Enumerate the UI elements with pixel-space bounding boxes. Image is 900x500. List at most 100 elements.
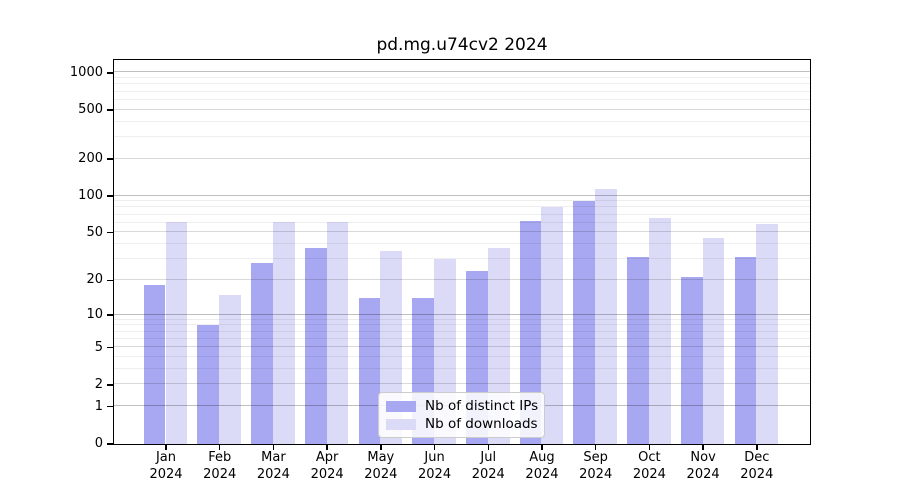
y-tick-mark (107, 72, 113, 74)
x-tick-mark (380, 445, 382, 450)
x-tick-mark (702, 445, 704, 450)
legend-item-distinct-ips: Nb of distinct IPs (386, 398, 544, 414)
x-tick-year: 2024 (203, 466, 237, 482)
y-axis-tick-label: 10 (86, 307, 103, 323)
legend-label-distinct-ips: Nb of distinct IPs (425, 398, 539, 414)
y-tick-mark (107, 158, 113, 160)
y-axis-tick-label: 5 (94, 339, 103, 355)
y-tick-mark (107, 443, 113, 445)
bar-distinct-ips (358, 298, 381, 444)
y-axis-tick-label: 200 (78, 151, 103, 167)
y-axis-tick-label: 1000 (69, 64, 103, 80)
x-axis-tick-label: Oct 2024 (614, 450, 684, 483)
gridline (113, 313, 810, 315)
bar-distinct-ips (251, 262, 273, 444)
gridline (113, 368, 810, 370)
x-tick-month: Jan (155, 450, 177, 465)
gridline (113, 83, 810, 85)
y-axis-tick-label: 1 (94, 398, 103, 414)
y-tick-mark (107, 314, 113, 316)
x-tick-mark (594, 445, 597, 450)
gridline (113, 90, 810, 92)
gridline (113, 71, 810, 73)
gridline (113, 318, 810, 320)
bar-downloads (219, 294, 241, 444)
x-axis-tick-label: Nov 2024 (668, 450, 738, 483)
x-tick-month: Sep (583, 450, 608, 465)
bar-downloads (595, 189, 617, 444)
x-tick-year: 2024 (740, 466, 774, 482)
y-tick-mark (107, 109, 113, 111)
bar-distinct-ips (734, 257, 757, 444)
gridline (113, 324, 810, 326)
x-tick-month: Jul (480, 450, 497, 465)
y-tick-mark (107, 384, 113, 386)
gridline (113, 356, 810, 358)
x-axis-tick-label: May 2024 (346, 450, 416, 483)
x-tick-year: 2024 (632, 466, 666, 482)
x-axis-tick-label: Feb 2024 (185, 450, 255, 483)
gridline (113, 346, 810, 348)
x-tick-year: 2024 (579, 466, 613, 482)
x-tick-month: May (367, 450, 395, 465)
x-axis-tick-label: Dec 2024 (722, 450, 792, 483)
x-tick-month: Oct (638, 450, 661, 465)
x-tick-year: 2024 (686, 466, 720, 482)
x-tick-year: 2024 (471, 466, 505, 482)
y-axis-tick-label: 2 (94, 376, 103, 392)
x-tick-year: 2024 (149, 466, 183, 482)
bar-downloads (648, 218, 671, 444)
y-axis-tick-label: 0 (94, 436, 103, 451)
x-tick-month: Aug (529, 450, 555, 465)
bar-distinct-ips (143, 285, 166, 444)
y-axis-tick-label: 500 (78, 102, 103, 118)
plot-canvas (113, 60, 810, 444)
gridline (113, 108, 810, 110)
x-axis-tick-label: Jan 2024 (131, 450, 201, 483)
legend-item-downloads: Nb of downloads (386, 416, 544, 432)
x-axis-tick-label: Mar 2024 (238, 450, 308, 483)
x-tick-year: 2024 (525, 466, 559, 482)
x-tick-mark (165, 445, 167, 450)
x-tick-month: Nov (690, 450, 716, 465)
x-axis-tick-label: Sep 2024 (561, 450, 631, 483)
y-axis-tick-label: 20 (86, 272, 103, 288)
gridline (113, 383, 810, 385)
bar-distinct-ips (573, 201, 596, 444)
x-tick-year: 2024 (364, 466, 398, 482)
x-tick-mark (272, 445, 275, 450)
y-tick-mark (107, 279, 113, 282)
gridline (113, 120, 810, 122)
bar-downloads (326, 221, 349, 444)
bar-downloads (165, 221, 188, 444)
bar-distinct-ips (627, 257, 649, 444)
gridline (113, 231, 810, 233)
gridline (113, 213, 810, 215)
legend-swatch-downloads (386, 418, 416, 430)
y-axis-tick-label: 50 (86, 224, 103, 240)
gridline (113, 330, 810, 332)
gridline (113, 77, 810, 79)
y-tick-mark (107, 406, 113, 408)
bar-distinct-ips (197, 325, 220, 444)
x-axis-tick-label: Apr 2024 (292, 450, 362, 483)
x-tick-month: Jun (424, 450, 445, 465)
y-tick-mark (107, 347, 113, 349)
bar-distinct-ips (304, 248, 327, 444)
gridline (113, 157, 810, 159)
gridline (113, 98, 810, 100)
gridline (113, 258, 810, 260)
legend-swatch-distinct-ips (386, 400, 416, 412)
gridline (113, 278, 810, 280)
chart-title: pd.mg.u74cv2 2024 (376, 35, 548, 55)
bar-distinct-ips (680, 277, 703, 444)
bar-downloads (272, 221, 295, 444)
x-tick-month: Dec (744, 450, 770, 465)
x-tick-mark (219, 445, 221, 450)
y-tick-mark (107, 232, 113, 234)
x-axis-tick-label: Jul 2024 (453, 450, 523, 483)
gridline (113, 200, 810, 202)
x-tick-mark (541, 445, 543, 450)
x-tick-month: Mar (261, 450, 286, 465)
